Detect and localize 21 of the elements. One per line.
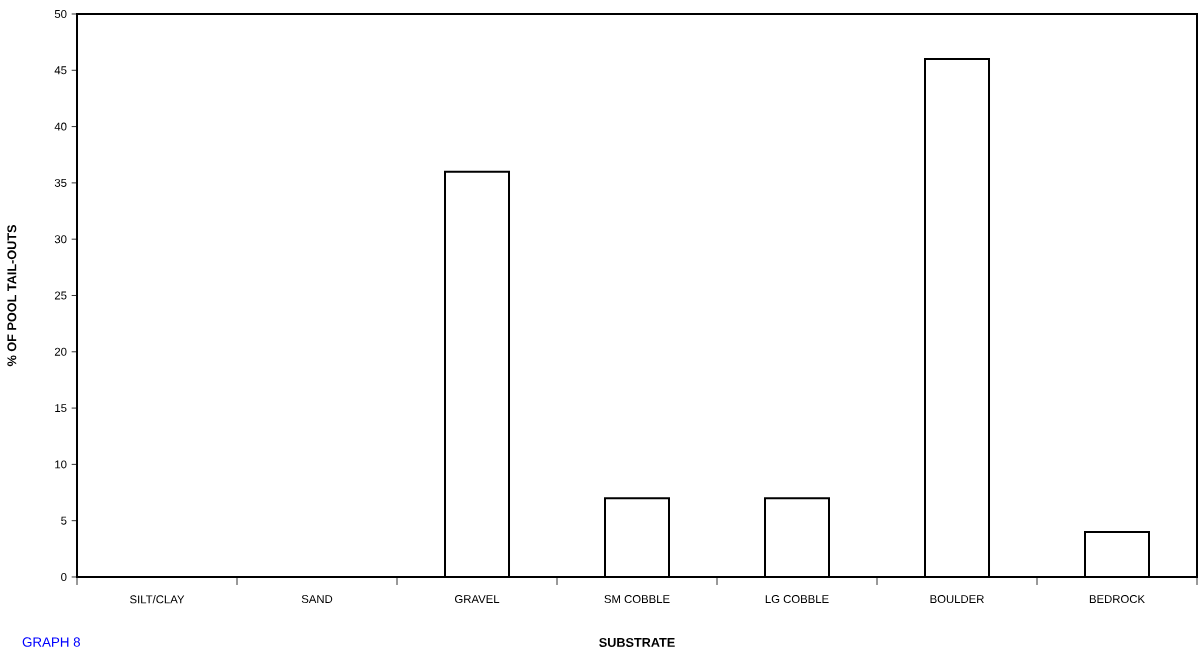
- x-tick-label: BEDROCK: [1089, 595, 1145, 604]
- y-tick-label: 25: [54, 291, 67, 300]
- y-tick-label: 20: [54, 347, 67, 356]
- y-tick-label: 50: [54, 9, 67, 18]
- x-tick-label: GRAVEL: [455, 595, 500, 604]
- y-tick-label: 45: [54, 66, 67, 75]
- y-tick-label: 35: [54, 178, 67, 187]
- x-tick-label: BOULDER: [930, 595, 984, 604]
- x-tick-label: SILT/CLAY: [130, 595, 185, 604]
- y-tick-label: 0: [61, 572, 67, 581]
- x-tick-label: LG COBBLE: [765, 595, 829, 604]
- y-tick-label: 15: [55, 404, 67, 413]
- y-tick-label: 5: [61, 516, 67, 525]
- y-tick-label: 10: [55, 460, 67, 469]
- y-tick-label: 40: [54, 122, 67, 131]
- y-axis-title: % OF POOL TAIL-OUTS: [7, 224, 17, 367]
- caption: GRAPH 8: [22, 637, 80, 647]
- x-tick-label: SAND: [301, 595, 333, 604]
- y-tick-label: 30: [54, 235, 67, 244]
- x-axis-title: SUBSTRATE: [599, 638, 675, 647]
- x-tick-label: SM COBBLE: [604, 595, 670, 604]
